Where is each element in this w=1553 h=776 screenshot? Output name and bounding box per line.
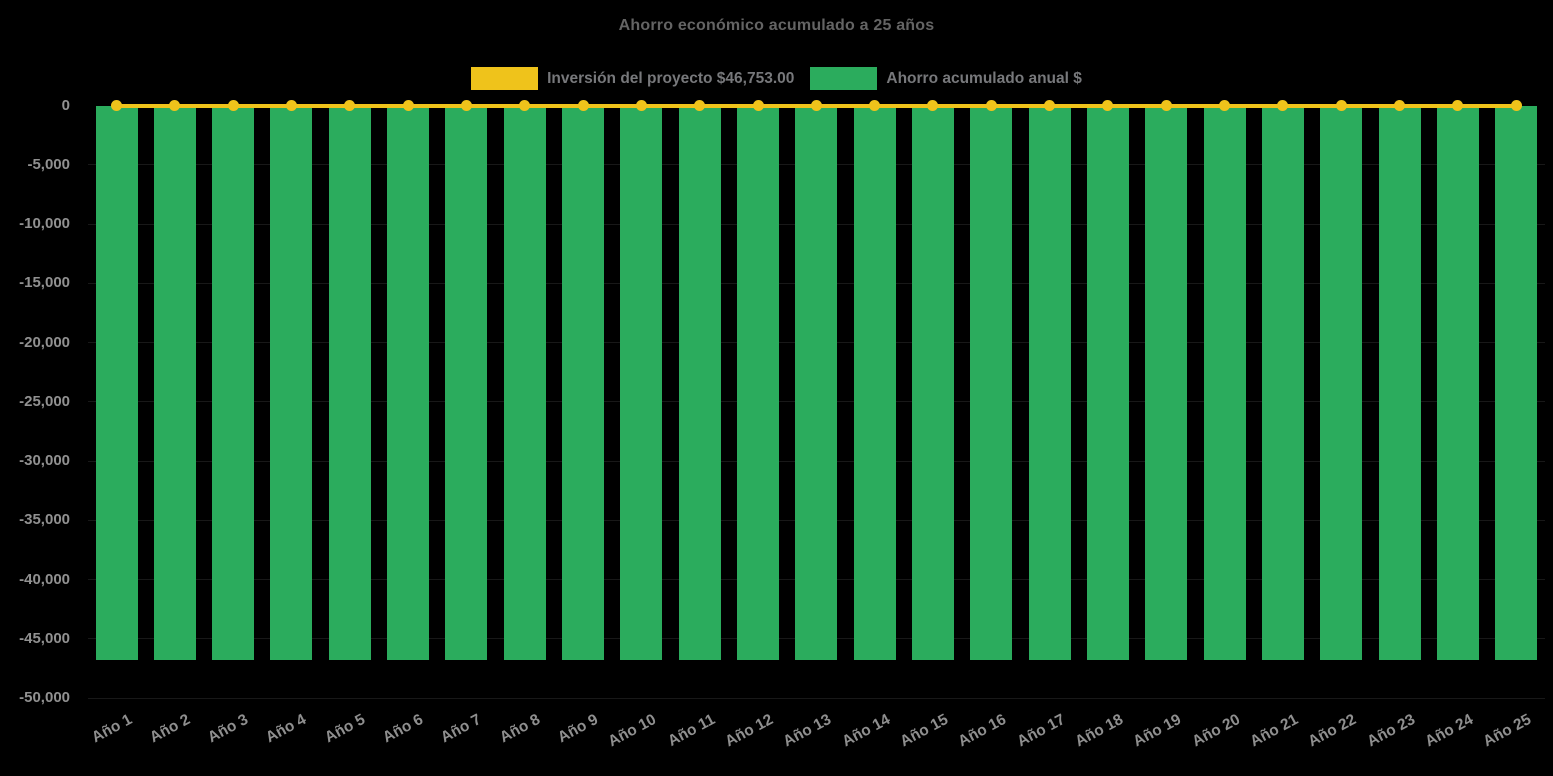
line-marker (1277, 100, 1289, 111)
bar (1145, 105, 1188, 660)
x-tick-label: Año 22 (1305, 711, 1360, 751)
line-marker (810, 100, 822, 111)
bar (1203, 105, 1246, 660)
x-tick-label: Año 2 (146, 711, 193, 747)
x-tick-label: Año 11 (664, 711, 718, 750)
line-marker (1510, 100, 1522, 111)
line-marker (1160, 100, 1172, 111)
grid-line (88, 697, 1545, 699)
x-tick-label: Año 24 (1422, 711, 1476, 751)
line-marker (985, 100, 997, 111)
line-marker (402, 100, 414, 111)
line-marker (869, 100, 881, 111)
bar (1436, 105, 1479, 660)
line-marker (111, 100, 122, 111)
bar (1320, 105, 1363, 660)
bar (95, 105, 138, 660)
x-tick-label: Año 16 (955, 711, 1010, 751)
line-marker (169, 100, 181, 111)
y-tick-label: -40,000 (19, 570, 70, 588)
bar (853, 105, 896, 660)
bar (153, 105, 196, 660)
y-tick-label: -5,000 (27, 155, 70, 173)
bar (1028, 105, 1071, 660)
y-tick-label: -50,000 (19, 689, 70, 706)
x-tick-label: Año 10 (605, 711, 660, 751)
x-tick-label: Año 1 (88, 711, 135, 747)
x-tick-label: Año 13 (780, 711, 835, 751)
bar (445, 105, 488, 660)
x-tick-label: Año 25 (1480, 711, 1535, 751)
legend-swatch-yellow (471, 67, 539, 90)
x-tick-label: Año 8 (496, 711, 543, 747)
y-tick-label: -15,000 (19, 274, 70, 292)
legend-label-inversion: Inversión del proyecto $46,753.00 (547, 69, 795, 87)
y-tick-label: -30,000 (19, 452, 70, 469)
y-tick-label: 0 (61, 96, 70, 114)
x-tick-label: Año 7 (438, 711, 485, 747)
bar (503, 105, 546, 660)
bar (387, 105, 430, 660)
legend: Inversión del proyecto $46,753.00 Ahorro… (0, 67, 1553, 90)
bar (970, 105, 1013, 660)
line-marker (227, 100, 239, 111)
bar (1261, 105, 1304, 660)
bar (795, 105, 838, 660)
bar (562, 105, 605, 660)
legend-label-ahorro: Ahorro acumulado anual $ (886, 69, 1082, 87)
bar (212, 105, 255, 660)
y-tick-label: -20,000 (19, 333, 70, 351)
line-marker (1219, 100, 1231, 111)
line-marker (519, 100, 531, 111)
line-marker (285, 100, 297, 111)
line-marker (1335, 100, 1347, 111)
line-marker (694, 100, 706, 111)
x-tick-label: Año 21 (1247, 711, 1301, 751)
y-tick-label: -45,000 (19, 629, 70, 647)
x-tick-label: Año 23 (1363, 711, 1418, 751)
line-marker (635, 100, 647, 111)
x-tick-label: Año 14 (839, 711, 893, 751)
legend-item-inversion[interactable]: Inversión del proyecto $46,753.00 (471, 67, 794, 90)
y-tick-label: -10,000 (19, 215, 70, 232)
line-marker (927, 100, 939, 111)
bar (678, 105, 721, 660)
x-tick-label: Año 12 (722, 711, 776, 751)
y-tick-label: -25,000 (19, 392, 70, 410)
x-tick-label: Año 19 (1130, 711, 1185, 751)
x-tick-label: Año 18 (1072, 711, 1126, 751)
x-tick-label: Año 4 (263, 711, 310, 747)
y-tick-label: -35,000 (19, 511, 70, 529)
x-tick-label: Año 6 (380, 711, 427, 747)
bar (911, 105, 954, 660)
line-marker (577, 100, 589, 111)
line-marker (752, 100, 764, 111)
chart-title: Ahorro económico acumulado a 25 años (618, 17, 935, 34)
line-marker (1452, 100, 1464, 111)
line-marker (1102, 100, 1114, 111)
line-marker (1044, 100, 1056, 111)
x-tick-label: Año 9 (555, 711, 602, 747)
legend-swatch-green (810, 67, 878, 90)
bar (1378, 105, 1421, 660)
x-tick-label: Año 17 (1013, 711, 1068, 751)
bar (1086, 105, 1129, 660)
bar (328, 105, 371, 660)
bar (620, 105, 663, 660)
bar (270, 105, 313, 660)
line-marker (1394, 100, 1406, 111)
line-marker (344, 100, 356, 111)
bar (1495, 105, 1538, 660)
x-tick-label: Año 15 (897, 711, 951, 751)
x-tick-label: Año 20 (1188, 711, 1243, 751)
line-marker (460, 100, 472, 111)
x-tick-label: Año 3 (205, 711, 252, 747)
bar (737, 105, 780, 660)
legend-item-ahorro[interactable]: Ahorro acumulado anual $ (810, 67, 1082, 90)
x-tick-label: Año 5 (321, 711, 368, 747)
